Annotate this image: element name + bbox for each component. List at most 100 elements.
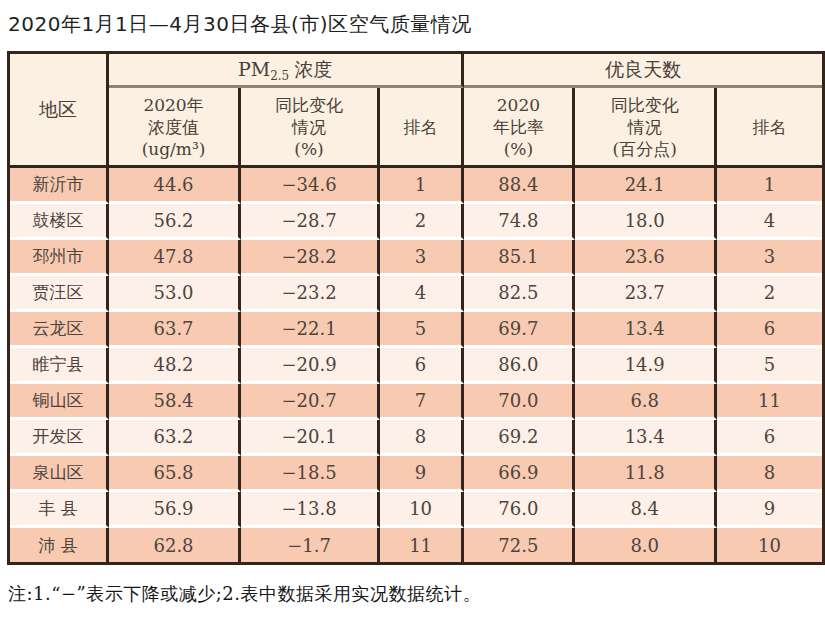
cell-pm-rank: 3 <box>380 240 465 276</box>
air-quality-table-container: 地区 PM2.5 浓度 优良天数 2020年 浓度值 (ug/m³) 同比变化 情… <box>7 51 825 565</box>
cell-pm-change: −23.2 <box>241 276 380 312</box>
cell-good-rank: 4 <box>717 204 822 240</box>
cell-pm-value: 53.0 <box>109 276 241 312</box>
cell-pm-change: −1.7 <box>241 528 380 562</box>
cell-good-rank: 1 <box>717 168 822 204</box>
air-quality-table: 地区 PM2.5 浓度 优良天数 2020年 浓度值 (ug/m³) 同比变化 情… <box>10 54 822 562</box>
cell-pm-value: 56.9 <box>109 492 241 528</box>
cell-pm-value: 62.8 <box>109 528 241 562</box>
table-row: 贾汪区 53.0 −23.2 4 82.5 23.7 2 <box>10 276 822 312</box>
cell-pm-rank: 5 <box>380 312 465 348</box>
table-row: 睢宁县 48.2 −20.9 6 86.0 14.9 5 <box>10 348 822 384</box>
cell-pm-change: −22.1 <box>241 312 380 348</box>
cell-region: 睢宁县 <box>10 348 109 384</box>
cell-good-change: 11.8 <box>575 456 717 492</box>
cell-pm-value: 63.2 <box>109 420 241 456</box>
cell-region: 鼓楼区 <box>10 204 109 240</box>
cell-pm-rank: 4 <box>380 276 465 312</box>
cell-good-change: 23.6 <box>575 240 717 276</box>
table-row: 丰 县 56.9 −13.8 10 76.0 8.4 9 <box>10 492 822 528</box>
cell-pm-rank: 9 <box>380 456 465 492</box>
cell-pm-change: −20.9 <box>241 348 380 384</box>
cell-pm-rank: 2 <box>380 204 465 240</box>
sub-header-row: 2020年 浓度值 (ug/m³) 同比变化 情况 (%) 排名 2020 年比… <box>10 88 822 168</box>
good-rate-header: 2020 年比率 (%) <box>464 88 575 168</box>
table-header: 地区 PM2.5 浓度 优良天数 2020年 浓度值 (ug/m³) 同比变化 情… <box>10 54 822 168</box>
cell-good-change: 24.1 <box>575 168 717 204</box>
table-row: 新沂市 44.6 −34.6 1 88.4 24.1 1 <box>10 168 822 204</box>
cell-pm-change: −20.1 <box>241 420 380 456</box>
pm-value-header: 2020年 浓度值 (ug/m³) <box>109 88 241 168</box>
cell-good-rate: 66.9 <box>464 456 575 492</box>
pm25-label-suffix: 浓度 <box>294 58 332 80</box>
cell-pm-value: 47.8 <box>109 240 241 276</box>
table-row: 鼓楼区 56.2 −28.7 2 74.8 18.0 4 <box>10 204 822 240</box>
cell-pm-change: −28.2 <box>241 240 380 276</box>
table-row: 云龙区 63.7 −22.1 5 69.7 13.4 6 <box>10 312 822 348</box>
cell-good-rate: 72.5 <box>464 528 575 562</box>
cell-pm-change: −34.6 <box>241 168 380 204</box>
footnote: 注:1.“−”表示下降或减少;2.表中数据采用实况数据统计。 <box>8 582 817 606</box>
pm-change-header: 同比变化 情况 (%) <box>241 88 380 168</box>
cell-good-rank: 3 <box>717 240 822 276</box>
cell-good-change: 8.0 <box>575 528 717 562</box>
pm25-group-header: PM2.5 浓度 <box>109 54 465 88</box>
cell-good-rank: 9 <box>717 492 822 528</box>
cell-region: 云龙区 <box>10 312 109 348</box>
pm25-label-subscript: 2.5 <box>270 69 289 83</box>
cell-pm-rank: 7 <box>380 384 465 420</box>
cell-pm-change: −18.5 <box>241 456 380 492</box>
pm-rank-header: 排名 <box>380 88 465 168</box>
table-row: 邳州市 47.8 −28.2 3 85.1 23.6 3 <box>10 240 822 276</box>
cell-region: 邳州市 <box>10 240 109 276</box>
cell-good-rate: 69.7 <box>464 312 575 348</box>
page-title: 2020年1月1日—4月30日各县(市)区空气质量情况 <box>8 11 817 38</box>
cell-pm-rank: 10 <box>380 492 465 528</box>
cell-good-rank: 6 <box>717 420 822 456</box>
page: 2020年1月1日—4月30日各县(市)区空气质量情况 地区 PM2.5 浓度 优… <box>0 0 825 620</box>
cell-region: 泉山区 <box>10 456 109 492</box>
cell-pm-change: −20.7 <box>241 384 380 420</box>
table-row: 铜山区 58.4 −20.7 7 70.0 6.8 11 <box>10 384 822 420</box>
cell-region: 开发区 <box>10 420 109 456</box>
cell-pm-rank: 8 <box>380 420 465 456</box>
cell-good-rate: 76.0 <box>464 492 575 528</box>
cell-good-rate: 74.8 <box>464 204 575 240</box>
cell-good-change: 23.7 <box>575 276 717 312</box>
cell-good-rank: 8 <box>717 456 822 492</box>
cell-good-rank: 5 <box>717 348 822 384</box>
cell-good-rate: 85.1 <box>464 240 575 276</box>
region-column-header: 地区 <box>10 54 109 168</box>
good-days-group-header: 优良天数 <box>464 54 822 88</box>
table-body: 新沂市 44.6 −34.6 1 88.4 24.1 1 鼓楼区 56.2 −2… <box>10 168 822 562</box>
table-row: 沛 县 62.8 −1.7 11 72.5 8.0 10 <box>10 528 822 562</box>
cell-good-change: 8.4 <box>575 492 717 528</box>
cell-good-change: 13.4 <box>575 420 717 456</box>
cell-pm-value: 44.6 <box>109 168 241 204</box>
good-change-header: 同比变化 情况 (百分点) <box>575 88 717 168</box>
cell-good-rate: 82.5 <box>464 276 575 312</box>
cell-pm-rank: 1 <box>380 168 465 204</box>
table-row: 泉山区 65.8 −18.5 9 66.9 11.8 8 <box>10 456 822 492</box>
cell-region: 贾汪区 <box>10 276 109 312</box>
cell-region: 铜山区 <box>10 384 109 420</box>
cell-good-change: 13.4 <box>575 312 717 348</box>
cell-pm-rank: 6 <box>380 348 465 384</box>
cell-pm-value: 58.4 <box>109 384 241 420</box>
cell-region: 沛 县 <box>10 528 109 562</box>
pm25-label-prefix: PM <box>238 58 270 80</box>
cell-pm-value: 56.2 <box>109 204 241 240</box>
cell-pm-value: 63.7 <box>109 312 241 348</box>
table-row: 开发区 63.2 −20.1 8 69.2 13.4 6 <box>10 420 822 456</box>
cell-good-change: 18.0 <box>575 204 717 240</box>
cell-pm-change: −28.7 <box>241 204 380 240</box>
cell-pm-value: 65.8 <box>109 456 241 492</box>
cell-good-rate: 86.0 <box>464 348 575 384</box>
cell-pm-rank: 11 <box>380 528 465 562</box>
cell-good-rate: 69.2 <box>464 420 575 456</box>
cell-pm-change: −13.8 <box>241 492 380 528</box>
cell-region: 丰 县 <box>10 492 109 528</box>
cell-pm-value: 48.2 <box>109 348 241 384</box>
cell-good-rank: 6 <box>717 312 822 348</box>
good-rank-header: 排名 <box>717 88 822 168</box>
